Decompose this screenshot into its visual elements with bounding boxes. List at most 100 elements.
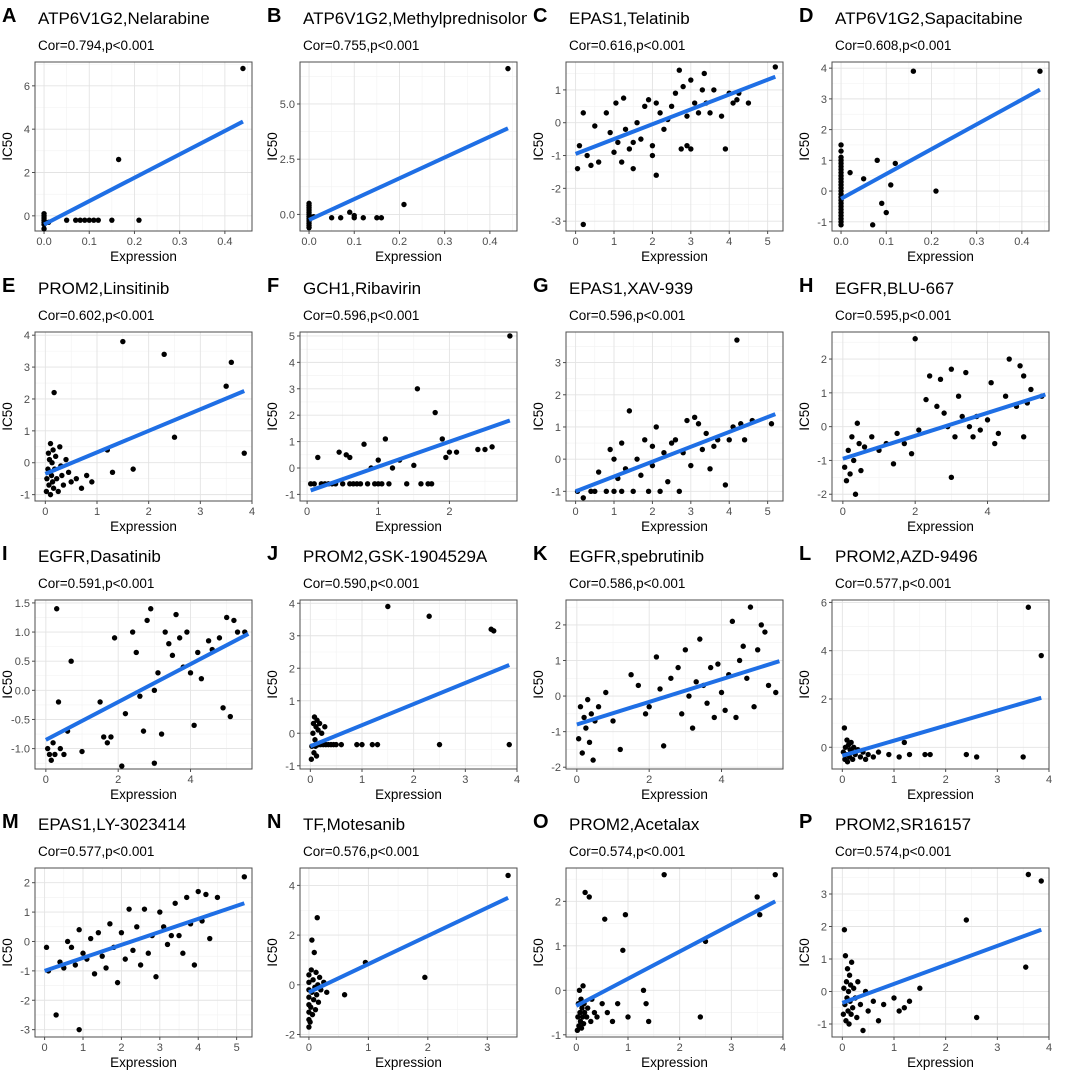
gridlines — [35, 62, 252, 231]
x-tick-label: 2 — [115, 774, 121, 786]
data-point — [580, 495, 586, 501]
data-point — [860, 176, 867, 182]
data-point — [99, 953, 105, 959]
data-point — [912, 336, 918, 342]
data-point — [44, 475, 50, 482]
y-tick-label: 0.0 — [280, 209, 295, 221]
data-point — [754, 894, 760, 900]
panel-letter: M — [2, 811, 19, 833]
data-point — [574, 165, 581, 172]
panel-title: ATP6V1G2,Sapacitabine — [835, 9, 1023, 28]
y-tick-label: 6 — [821, 597, 827, 609]
data-point — [592, 488, 598, 495]
data-point — [580, 1020, 587, 1027]
data-point — [896, 754, 902, 760]
y-tick-label: 4 — [289, 880, 295, 892]
data-point — [171, 434, 178, 440]
panel-b: B ATP6V1G2,Methylprednisolone Cor=0.755,p<… — [265, 5, 540, 264]
data-point — [643, 1000, 649, 1007]
panel-p: P PROM2,SR16157 Cor=0.574,p<0.001 0 1 2 3 4 -1 0 1… — [797, 811, 1052, 1070]
plot-area — [299, 331, 518, 502]
regression-line — [43, 901, 245, 973]
data-point — [697, 1014, 704, 1020]
panel-letter: D — [799, 5, 813, 27]
data-point — [585, 1005, 591, 1011]
panel-letter: J — [267, 543, 278, 565]
x-tick-label: 2 — [912, 506, 918, 518]
data-point — [599, 1000, 605, 1007]
data-points — [306, 65, 511, 231]
data-point — [992, 440, 998, 447]
data-point — [506, 741, 512, 748]
data-point — [169, 652, 176, 659]
data-point — [642, 103, 648, 110]
data-point — [491, 628, 497, 634]
data-point — [136, 217, 142, 223]
data-point — [86, 217, 92, 223]
data-point — [80, 950, 86, 956]
x-tick-label: 2 — [146, 506, 152, 518]
data-point — [187, 670, 194, 676]
data-point — [585, 696, 591, 703]
data-point — [1020, 754, 1026, 760]
data-point — [618, 488, 625, 495]
y-tick-label: -2 — [551, 183, 561, 195]
data-point — [315, 727, 321, 733]
panel-title: ATP6V1G2,Methylprednisolone — [303, 9, 540, 28]
panel-o: O PROM2,Acetalax Cor=0.574,p<0.001 0 1 2 3 4 -1 0… — [531, 811, 786, 1070]
data-point — [684, 142, 690, 149]
data-point — [1020, 373, 1027, 379]
x-tick-label: 0 — [839, 774, 845, 786]
data-point — [684, 113, 690, 119]
data-point — [736, 657, 743, 664]
data-point — [76, 1026, 82, 1033]
data-point — [52, 453, 59, 460]
data-point — [908, 450, 915, 457]
data-point — [886, 751, 892, 758]
panel-a: A ATP6V1G2,Nelarabine Cor=0.794,p<0.001 0.0… — [0, 5, 253, 264]
data-point — [888, 182, 894, 188]
data-point — [378, 215, 385, 221]
y-tick-label: 1 — [555, 941, 561, 953]
data-point — [840, 1011, 847, 1017]
y-tick-label: 2 — [821, 694, 827, 706]
data-point — [314, 915, 320, 921]
data-point — [722, 482, 729, 488]
x-tick-label: 1 — [359, 774, 365, 786]
regression-line — [44, 389, 246, 476]
data-point — [860, 1027, 866, 1034]
x-tick-label: 0 — [573, 236, 579, 248]
data-point — [583, 725, 589, 731]
y-tick-label: 2 — [555, 896, 561, 908]
y-axis-title: IC50 — [0, 670, 15, 699]
plot-area — [34, 599, 253, 770]
data-point — [603, 110, 610, 116]
x-axis-title: Expression — [641, 519, 708, 534]
data-point — [122, 710, 129, 717]
data-point — [618, 440, 625, 446]
data-point — [306, 979, 312, 986]
data-point — [333, 741, 339, 748]
data-point — [995, 430, 1002, 437]
data-point — [660, 743, 667, 749]
data-point — [227, 713, 233, 720]
data-point — [118, 929, 125, 936]
data-point — [849, 1005, 856, 1011]
data-point — [44, 745, 51, 752]
data-point — [751, 704, 757, 710]
data-point — [630, 488, 636, 495]
y-tick-label: 0 — [821, 742, 827, 754]
data-point — [578, 1025, 585, 1031]
data-point — [843, 979, 850, 985]
x-axis-title: Expression — [110, 787, 177, 802]
data-point — [137, 693, 143, 699]
data-point — [359, 741, 365, 748]
data-point — [653, 100, 659, 106]
data-point — [688, 77, 694, 83]
x-tick-label: 2 — [446, 506, 452, 518]
data-point — [592, 123, 598, 129]
data-point — [55, 488, 61, 495]
x-tick-label: 1 — [94, 506, 100, 518]
y-tick-label: 1.5 — [15, 598, 30, 610]
data-point — [231, 617, 237, 624]
